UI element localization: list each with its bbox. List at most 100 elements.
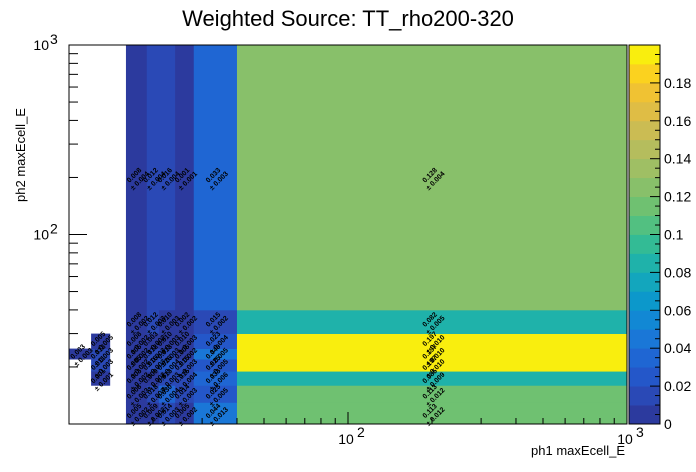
colorbar-tick-label: 0.04: [664, 340, 691, 356]
colorbar-swatch: [629, 63, 660, 84]
heatmap-cell: [193, 309, 238, 334]
colorbar-swatch: [629, 386, 660, 406]
heatmap-cell: [146, 45, 160, 311]
heatmap-cell: [236, 359, 628, 372]
heatmap-cell: [175, 359, 195, 372]
colorbar-tick-label: 0: [664, 416, 672, 432]
heatmap-cell: [236, 371, 628, 386]
heatmap-cell: [158, 371, 176, 386]
heatmap-cell: [236, 309, 628, 334]
heatmap-cell: [125, 385, 148, 403]
colorbar-swatch: [629, 367, 660, 387]
colorbar-tick-label: 0.12: [664, 189, 691, 205]
y-axis-label: ph2 maxEcell_E: [13, 108, 28, 202]
heatmap-cell: [193, 348, 238, 360]
heatmap-cell: [158, 359, 176, 372]
heatmap-cell: [193, 333, 238, 349]
heatmap-cell: [125, 45, 148, 311]
y-tick-label: 10: [33, 227, 49, 243]
heatmap-cell: [236, 402, 628, 425]
heatmap-cell: [193, 45, 238, 311]
colorbar-tick-label: 0.06: [664, 302, 691, 318]
heatmap-cell: [193, 385, 238, 403]
chart-title: Weighted Source: TT_rho200-320: [182, 6, 514, 31]
heatmap-cell: [146, 402, 160, 425]
colorbar-tick-label: 0.14: [664, 151, 691, 167]
heatmap-cell: [125, 309, 148, 334]
heatmap-cell: [91, 348, 111, 360]
heatmap-cell: [175, 402, 195, 425]
colorbar-swatch: [629, 45, 660, 65]
heatmap-cell: [175, 45, 195, 311]
heatmap-cell: [158, 333, 176, 349]
heatmap-cell: [236, 333, 628, 349]
heatmap-cell: [175, 371, 195, 386]
heatmap-cell: [146, 333, 160, 349]
colorbar-swatch: [629, 101, 660, 122]
heatmap-cell: [193, 371, 238, 386]
heatmap-cell: [146, 348, 160, 360]
colorbar-swatch: [629, 310, 660, 330]
x-tick-label: 10: [338, 431, 354, 447]
heatmap-cell: [175, 309, 195, 334]
colorbar-swatch: [629, 253, 660, 273]
x-axis-label: ph1 maxEcell_E: [531, 443, 625, 458]
heatmap-cell: [158, 309, 176, 334]
heatmap-cell: [91, 371, 111, 386]
heatmap-cell: [158, 402, 176, 425]
heatmap-cell: [69, 348, 92, 360]
heatmap-cell: [175, 385, 195, 403]
heatmap-cell: [175, 333, 195, 349]
x-tick-exponent: 2: [357, 424, 365, 440]
colorbar-swatch: [629, 348, 660, 368]
heatmap-cell: [125, 333, 148, 349]
colorbar-tick-label: 0.16: [664, 113, 691, 129]
heatmap-cell: [236, 45, 628, 311]
heatmap-cell: [125, 371, 148, 386]
heatmap-cell: [193, 359, 238, 372]
colorbar-swatch: [629, 234, 660, 254]
colorbar-swatch: [629, 405, 660, 425]
y-tick-exponent: 3: [50, 31, 58, 47]
heatmap-cell: [146, 309, 160, 334]
heatmap-cell: [146, 385, 160, 403]
colorbar-swatch: [629, 82, 660, 103]
heatmap-cell: [158, 348, 176, 360]
colorbar-tick-label: 0.02: [664, 378, 691, 394]
colorbar-swatch: [629, 158, 660, 179]
heatmap-cell: [125, 359, 148, 372]
colorbar-swatch: [629, 177, 660, 197]
heatmap-cells: [69, 45, 628, 425]
heatmap-cell: [125, 348, 148, 360]
colorbar-tick-label: 0.1: [664, 227, 684, 243]
heatmap-cell: [236, 385, 628, 403]
colorbar-swatch: [629, 139, 660, 160]
colorbar-swatch: [629, 291, 660, 311]
colorbar-swatch: [629, 215, 660, 235]
x-tick-exponent: 3: [636, 424, 644, 440]
heatmap-cell: [158, 385, 176, 403]
heatmap-cell: [193, 402, 238, 425]
heatmap-cell: [125, 402, 148, 425]
heatmap-cell: [146, 371, 160, 386]
heatmap-cell: [158, 45, 176, 311]
colorbar-tick-label: 0.18: [664, 75, 691, 91]
y-tick-label: 10: [33, 37, 49, 53]
x-tick-label: 10: [617, 431, 633, 447]
colorbar-tick-label: 0.08: [664, 264, 691, 280]
heatmap-cell: [91, 333, 111, 349]
colorbar-swatch: [629, 329, 660, 349]
colorbar-swatch: [629, 196, 660, 216]
heatmap-cell: [236, 348, 628, 360]
heatmap-cell: [175, 348, 195, 360]
heatmap-cell: [91, 359, 111, 372]
y-tick-exponent: 2: [50, 221, 58, 237]
colorbar-swatch: [629, 120, 660, 141]
x-axis: 10 2 10 3: [68, 412, 644, 447]
colorbar: 0 0.02 0.04 0.06 0.08 0.1 0.12 0.14 0.16 0.18: [628, 44, 691, 432]
colorbar-swatch: [629, 272, 660, 292]
heatmap-cell: [146, 359, 160, 372]
